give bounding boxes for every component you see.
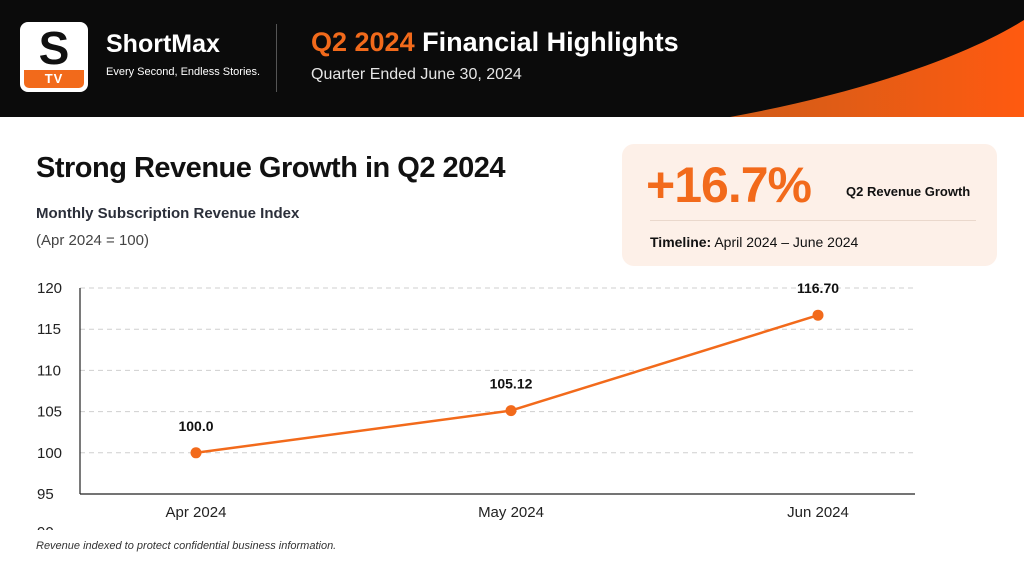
brand-logo: S TV xyxy=(20,22,88,92)
kpi-label: Q2 Revenue Growth xyxy=(846,184,971,199)
y-tick-label: 105 xyxy=(37,404,62,421)
kpi-timeline-value: April 2024 – June 2024 xyxy=(711,234,859,250)
kpi-timeline: Timeline: April 2024 – June 2024 xyxy=(650,234,858,250)
y-tick-label: 110 xyxy=(37,362,61,379)
data-label: 116.70 xyxy=(797,280,839,296)
data-point xyxy=(190,447,202,459)
data-label: 105.12 xyxy=(490,376,533,392)
data-point xyxy=(812,309,824,321)
y-tick-label: 95 xyxy=(37,486,54,503)
y-tick-label: 120 xyxy=(37,280,62,297)
brand-tagline: Every Second, Endless Stories. xyxy=(106,66,261,78)
data-label: 100.0 xyxy=(178,418,213,434)
x-tick-label: May 2024 xyxy=(478,504,544,521)
kpi-timeline-label: Timeline: xyxy=(650,234,712,250)
kpi-card: +16.7% Q2 Revenue Growth Timeline: April… xyxy=(622,144,997,266)
y-tick-label: 90 xyxy=(37,524,54,530)
x-tick-label: Apr 2024 xyxy=(166,504,227,521)
page-title: Strong Revenue Growth in Q2 2024 xyxy=(36,152,506,184)
revenue-line-chart: 120 115 110 105 100 95 90 Apr 2024 May 2024 Jun 2… xyxy=(37,280,915,530)
chart-title: Monthly Subscription Revenue Index xyxy=(36,205,300,222)
data-point xyxy=(505,405,517,417)
kpi-value: +16.7% xyxy=(646,157,812,213)
logo-badge: TV xyxy=(24,70,84,88)
report-title-rest: Financial Highlights xyxy=(414,27,679,57)
header-swoosh-graphic xyxy=(730,20,1024,117)
report-title-accent: Q2 2024 xyxy=(311,27,415,57)
kpi-divider xyxy=(650,220,976,221)
brand-name: ShortMax xyxy=(106,30,220,58)
chart-subtitle: (Apr 2024 = 100) xyxy=(36,232,149,249)
report-title: Q2 2024 Financial Highlights xyxy=(311,27,679,58)
report-subtitle: Quarter Ended June 30, 2024 xyxy=(311,66,522,83)
header-divider xyxy=(276,24,277,92)
y-tick-label: 100 xyxy=(37,445,62,462)
header-banner: S TV ShortMax Every Second, Endless Stor… xyxy=(0,0,1024,117)
y-tick-label: 115 xyxy=(37,321,61,338)
footnote: Revenue indexed to protect confidential … xyxy=(36,540,337,552)
logo-letter: S xyxy=(38,22,70,74)
x-tick-label: Jun 2024 xyxy=(787,504,849,521)
